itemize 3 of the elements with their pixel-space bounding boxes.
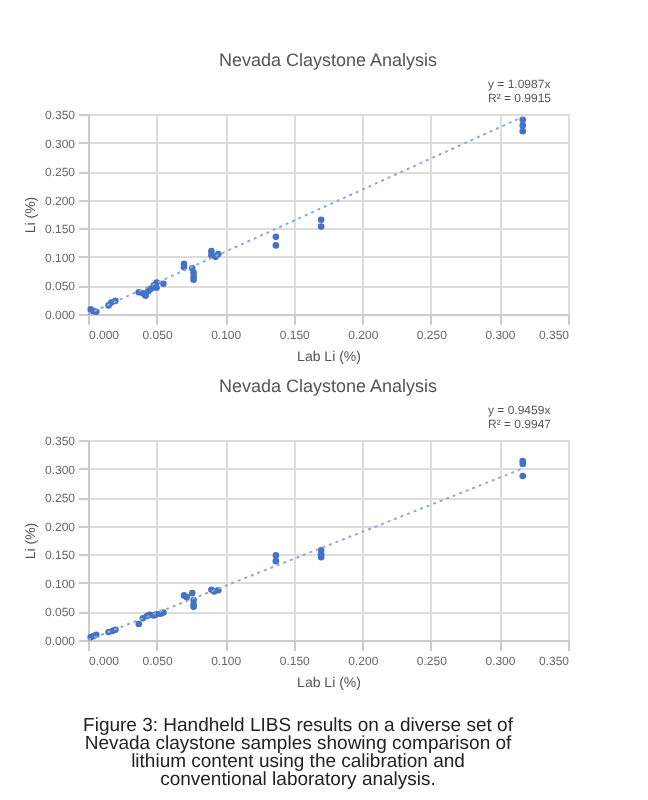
chart-title: Nevada Claystone Analysis: [218, 376, 439, 396]
chart-title: Nevada Claystone Analysis: [218, 50, 439, 70]
caption: Figure 3: Handheld LIBS results on a diverse set of Nevada claystone samples showing comparison of lithium content using the calibration and conventional laboratory analysis.: [83, 715, 514, 791]
